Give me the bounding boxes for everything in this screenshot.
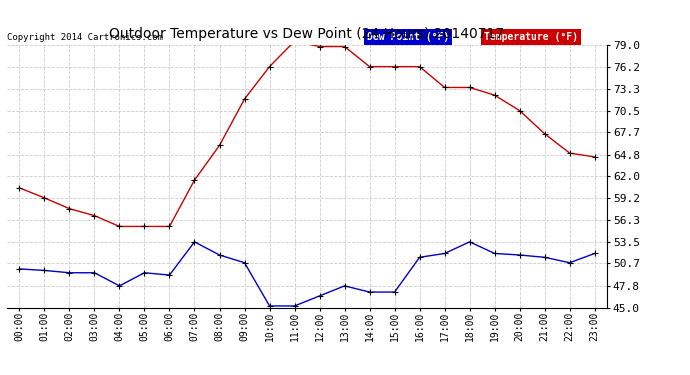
Text: Temperature (°F): Temperature (°F)	[484, 32, 578, 42]
Title: Outdoor Temperature vs Dew Point (24 Hours) 20140717: Outdoor Temperature vs Dew Point (24 Hou…	[110, 27, 504, 41]
Text: Copyright 2014 Cartronics.com: Copyright 2014 Cartronics.com	[7, 33, 163, 42]
Text: Dew Point (°F): Dew Point (°F)	[367, 32, 449, 42]
